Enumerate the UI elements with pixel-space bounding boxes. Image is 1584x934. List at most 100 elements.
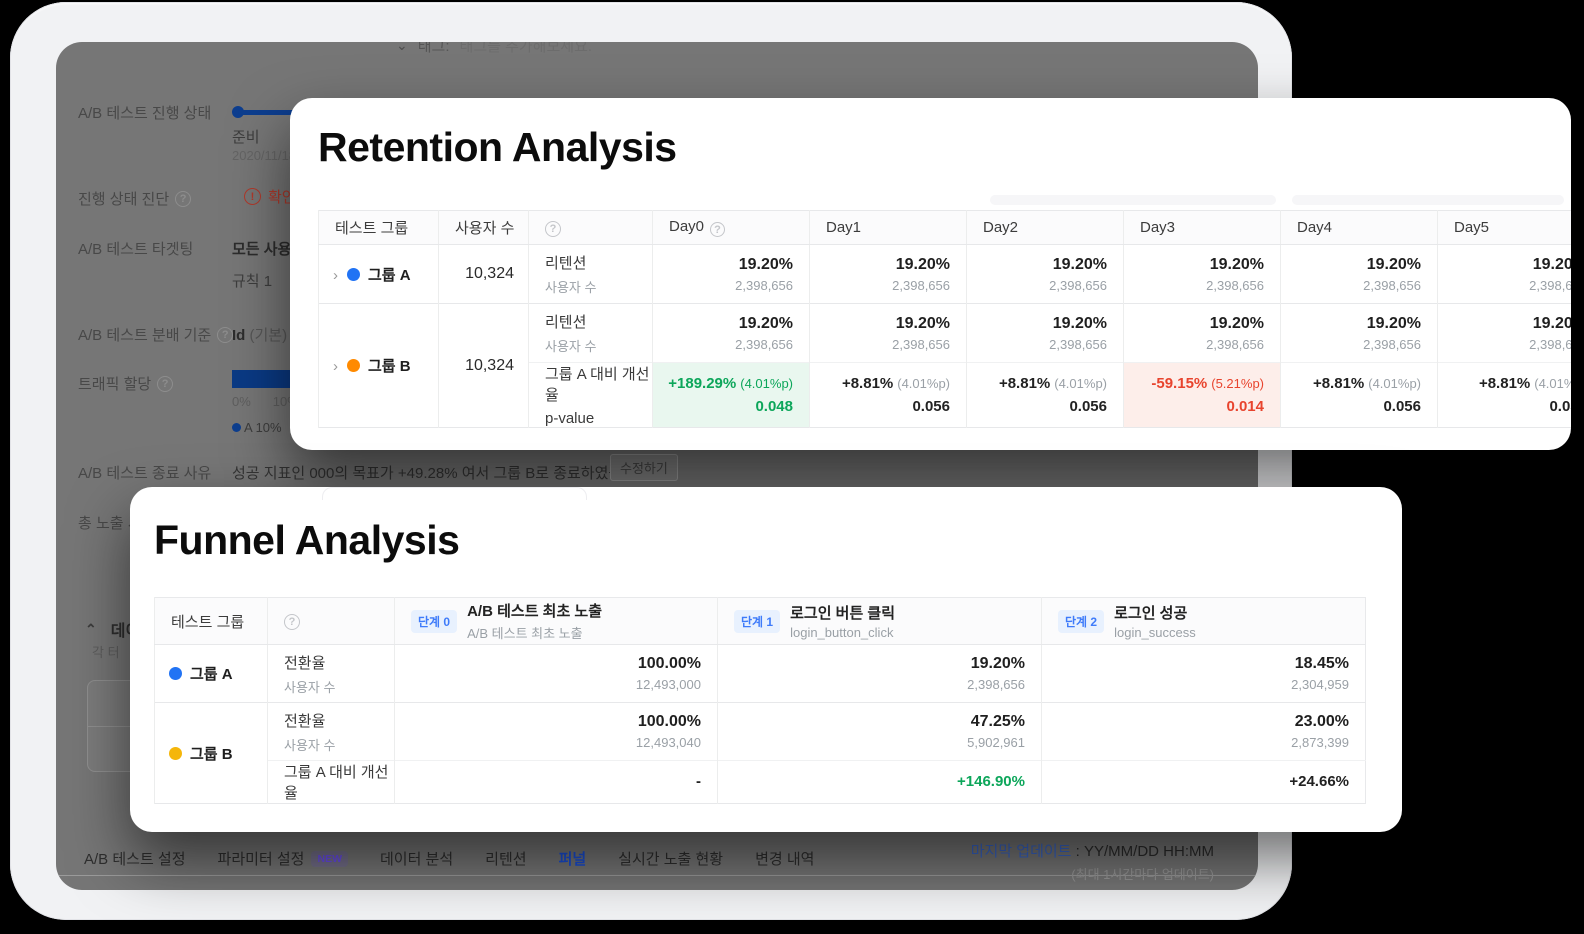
step0-badge: 단계 0 bbox=[411, 609, 458, 633]
col-test-group: 테스트 그룹 bbox=[318, 210, 439, 245]
funnel-table-wrap: 테스트 그룹 ? 단계 0 A/B 테스트 최초 노출 A/B 테스트 최초 노출… bbox=[154, 597, 1366, 804]
col-step2: 단계 2 로그인 성공 login_success bbox=[1041, 597, 1366, 645]
tabbar-divider bbox=[56, 875, 1258, 876]
col-metric: ? bbox=[267, 597, 395, 645]
imp-day2: +8.81% (4.01%p) 0.056 bbox=[966, 362, 1124, 428]
group-a-cell: 그룹 A bbox=[154, 644, 268, 703]
imp-day3: -59.15% (5.21%p) 0.014 bbox=[1123, 362, 1281, 428]
a-step1: 19.20% 2,398,656 bbox=[717, 644, 1042, 703]
b-day3: 19.20% 2,398,656 bbox=[1123, 303, 1281, 363]
new-badge: NEW bbox=[311, 851, 348, 867]
imp-day4: +8.81% (4.01%p) 0.056 bbox=[1280, 362, 1438, 428]
legend-dot-a bbox=[232, 423, 241, 432]
distribution-value: Id (기본) bbox=[232, 327, 288, 344]
collapse-icon[interactable]: ⌃ bbox=[85, 620, 97, 637]
funnel-row-group-a: 그룹 A 전환율 사용자 수 100.00% 12,493,000 19.20% 2,… bbox=[154, 644, 1366, 703]
col-test-group: 테스트 그룹 bbox=[154, 597, 268, 645]
edit-button[interactable]: 수정하기 bbox=[610, 454, 678, 481]
tag-label: 태그: bbox=[417, 42, 450, 55]
b-step0: 100.00% 12,493,040 bbox=[394, 702, 718, 761]
imp-day0: +189.29% (4.01%p) 0.048 bbox=[652, 362, 810, 428]
col-day0: Day0? bbox=[652, 210, 810, 245]
a-step0: 100.00% 12,493,000 bbox=[394, 644, 718, 703]
metric-labels: 리텐션 사용자 수 bbox=[528, 244, 653, 304]
col-user-count: 사용자 수 bbox=[438, 210, 529, 245]
retention-header-row: 테스트 그룹 사용자 수 ? Day0? Day1 Day2 Day3 Day4… bbox=[318, 210, 1571, 245]
col-step0: 단계 0 A/B 테스트 최초 노출 A/B 테스트 최초 노출 bbox=[394, 597, 718, 645]
b-step2: 23.00% 2,873,399 bbox=[1041, 702, 1366, 761]
a-day5: 19.20%2,398,656 bbox=[1437, 244, 1571, 304]
group-b-cell: 그룹 B bbox=[154, 702, 268, 804]
data-section-subtitle: 각 터 bbox=[92, 645, 120, 660]
placeholder-bar bbox=[990, 195, 1276, 205]
a-day3: 19.20% 2,398,656 bbox=[1123, 244, 1281, 304]
tag-row: ⌄ 태그: 태그를 추가해보세요. bbox=[396, 42, 592, 56]
retention-title: Retention Analysis bbox=[318, 124, 677, 170]
status-stage: 준비 bbox=[232, 129, 260, 146]
funnel-table: 테스트 그룹 ? 단계 0 A/B 테스트 최초 노출 A/B 테스트 최초 노출… bbox=[154, 597, 1366, 804]
col-day3: Day3 bbox=[1123, 210, 1281, 245]
chevron-down-icon: ⌄ bbox=[396, 42, 408, 53]
b-day1: 19.20% 2,398,656 bbox=[809, 303, 967, 363]
retention-row-group-b-retention: › 그룹 B 10,324 리텐션 사용자 수 19.20% 2,398,656 19… bbox=[318, 303, 1571, 428]
tab-parameter-settings[interactable]: 파라미터 설정 NEW bbox=[218, 848, 348, 875]
last-update: 마지막 업데이트 : YY/MM/DD HH:MM (최대 1시간마다 업데이트… bbox=[971, 840, 1214, 883]
b-day4: 19.20% 2,398,656 bbox=[1280, 303, 1438, 363]
tab-ab-test-settings[interactable]: A/B 테스트 설정 bbox=[84, 851, 186, 868]
funnel-analysis-card: Funnel Analysis 테스트 그룹 ? 단계 0 A/B 테스트 최초… bbox=[130, 487, 1402, 832]
help-icon[interactable]: ? bbox=[545, 220, 561, 237]
metric-labels: 전환율 사용자 수 bbox=[267, 702, 395, 761]
field-label-end-reason: A/B 테스트 종료 사유 bbox=[78, 465, 212, 482]
col-step1: 단계 1 로그인 버튼 클릭 login_button_click bbox=[717, 597, 1042, 645]
targeting-value: 모든 사용자 bbox=[232, 241, 306, 258]
help-icon[interactable]: ? bbox=[710, 222, 726, 238]
tag-placeholder: 태그를 추가해보세요. bbox=[459, 42, 593, 55]
retention-row-group-a: › 그룹 A 10,324 리텐션 사용자 수 19.20% 2,398,656 19… bbox=[318, 244, 1571, 304]
help-icon[interactable]: ? bbox=[284, 614, 300, 630]
tab-realtime-exposure[interactable]: 실시간 노출 현황 bbox=[618, 851, 724, 868]
retention-row-group-b-improvement: 그룹 A 대비 개선율 p-value +189.29% (4.01%p) 0.048… bbox=[318, 362, 1571, 428]
col-day5: Day5 bbox=[1437, 210, 1571, 245]
funnel-row-improvement: 그룹 A 대비 개선율 - +146.90% +24.66% bbox=[154, 760, 1366, 804]
group-b-cell[interactable]: › 그룹 B bbox=[318, 303, 439, 428]
improvement-label: 그룹 A 대비 개선율 bbox=[267, 760, 395, 804]
funnel-title: Funnel Analysis bbox=[154, 517, 460, 563]
imp-step2: +24.66% bbox=[1041, 760, 1366, 804]
a-step2: 18.45% 2,304,959 bbox=[1041, 644, 1366, 703]
placeholder-outline bbox=[322, 487, 587, 500]
tab-change-history[interactable]: 변경 내역 bbox=[755, 851, 815, 868]
field-label-distribution: A/B 테스트 분배 기준 ? bbox=[78, 324, 234, 345]
col-day2: Day2 bbox=[966, 210, 1124, 245]
group-a-dot bbox=[347, 267, 360, 281]
field-label-targeting: A/B 테스트 타겟팅 bbox=[78, 241, 194, 258]
last-update-value: : YY/MM/DD HH:MM bbox=[1071, 843, 1214, 860]
tab-data-analysis[interactable]: 데이터 분석 bbox=[379, 851, 454, 868]
group-b-dot bbox=[169, 746, 182, 760]
tab-retention[interactable]: 리텐션 bbox=[485, 851, 527, 868]
bottom-tabbar: A/B 테스트 설정 파라미터 설정 NEW 데이터 분석 리텐션 퍼널 실시간 … bbox=[84, 848, 814, 875]
traffic-scale: 0% 10% bbox=[232, 394, 299, 409]
group-a-cell[interactable]: › 그룹 A bbox=[318, 244, 439, 304]
imp-step0: - bbox=[394, 760, 718, 804]
col-day4: Day4 bbox=[1280, 210, 1438, 245]
b-step1: 47.25% 5,902,961 bbox=[717, 702, 1042, 761]
b-day2: 19.20% 2,398,656 bbox=[966, 303, 1124, 363]
help-icon[interactable]: ? bbox=[175, 190, 192, 207]
a-day2: 19.20% 2,398,656 bbox=[966, 244, 1124, 304]
funnel-row-group-b: 그룹 B 전환율 사용자 수 100.00% 12,493,040 47.25% 5,… bbox=[154, 702, 1366, 804]
retention-table: 테스트 그룹 사용자 수 ? Day0? Day1 Day2 Day3 Day4… bbox=[318, 210, 1571, 428]
group-a-users: 10,324 bbox=[438, 244, 529, 304]
tab-funnel[interactable]: 퍼널 bbox=[559, 848, 587, 875]
placeholder-bar bbox=[1292, 195, 1564, 205]
field-label-diagnosis: 진행 상태 진단 ? bbox=[78, 188, 192, 209]
help-icon[interactable]: ? bbox=[157, 375, 174, 392]
chevron-right-icon[interactable]: › bbox=[333, 266, 338, 284]
legend-group-a: A 10% bbox=[232, 420, 282, 435]
chevron-right-icon[interactable]: › bbox=[333, 358, 338, 375]
warning-icon: ! bbox=[244, 188, 261, 205]
col-day1: Day1 bbox=[809, 210, 967, 245]
a-day0: 19.20% 2,398,656 bbox=[652, 244, 810, 304]
help-icon[interactable]: ? bbox=[217, 326, 234, 343]
group-b-dot bbox=[347, 359, 360, 372]
field-label-exposure: 총 노출 시 bbox=[78, 515, 142, 532]
